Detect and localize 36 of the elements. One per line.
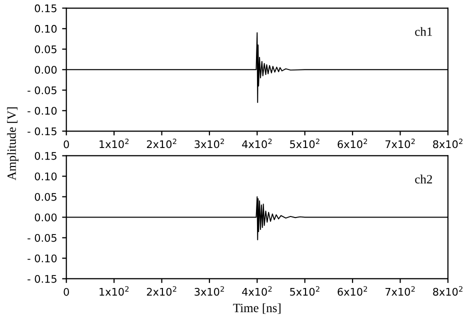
x-tick-label: 0 <box>64 288 69 296</box>
y-tick-label: - 0.05 <box>28 86 56 94</box>
x-tick-label: 4x10$^{2}$ <box>242 286 272 296</box>
x-tick-label: 2x10$^{2}$ <box>146 286 176 296</box>
x-axis-title: Time [ns] <box>233 303 280 314</box>
x-tick-label: 8x10$^{2}$ <box>433 286 462 296</box>
annotation: ch2 <box>415 174 432 184</box>
x-tick-label: 7x10$^{2}$ <box>386 286 415 296</box>
y-tick-label: - 0.15 <box>28 274 56 283</box>
y-tick-label: 0.00 <box>34 66 57 74</box>
y-tick-label: - 0.10 <box>28 254 57 262</box>
x-tick-label: 7x10$^{2}$ <box>386 138 415 148</box>
x-tick-label: 8x10$^{2}$ <box>433 138 462 148</box>
y-tick-label: 0.10 <box>34 172 57 180</box>
y-tick-label: 0.15 <box>34 152 56 160</box>
x-tick-label: 3x10$^{2}$ <box>194 138 224 148</box>
y-tick-label: 0.05 <box>34 45 56 54</box>
y-tick-label: 0.10 <box>34 24 57 33</box>
y-tick-label: 0.15 <box>34 4 56 12</box>
y-axis-title: Amplitude [V] <box>7 107 18 180</box>
x-tick-label: 6x10$^{2}$ <box>338 286 368 296</box>
x-tick-label: 5x10$^{2}$ <box>290 138 320 148</box>
annotation: ch1 <box>415 27 432 36</box>
y-tick-label: 0.05 <box>34 192 56 201</box>
y-tick-label: - 0.15 <box>28 127 56 136</box>
x-tick-label: 3x10$^{2}$ <box>194 286 224 296</box>
x-tick-label: 5x10$^{2}$ <box>290 286 320 296</box>
x-tick-label: 6x10$^{2}$ <box>338 138 368 148</box>
y-tick-label: - 0.10 <box>28 106 57 115</box>
x-tick-label: 1x10$^{2}$ <box>100 138 129 148</box>
y-tick-label: - 0.05 <box>28 234 56 242</box>
x-tick-label: 0 <box>64 140 69 148</box>
y-tick-label: 0.00 <box>34 213 57 222</box>
x-tick-label: 2x10$^{2}$ <box>146 138 176 148</box>
x-tick-label: 4x10$^{2}$ <box>242 138 272 148</box>
x-tick-label: 1x10$^{2}$ <box>100 286 129 296</box>
